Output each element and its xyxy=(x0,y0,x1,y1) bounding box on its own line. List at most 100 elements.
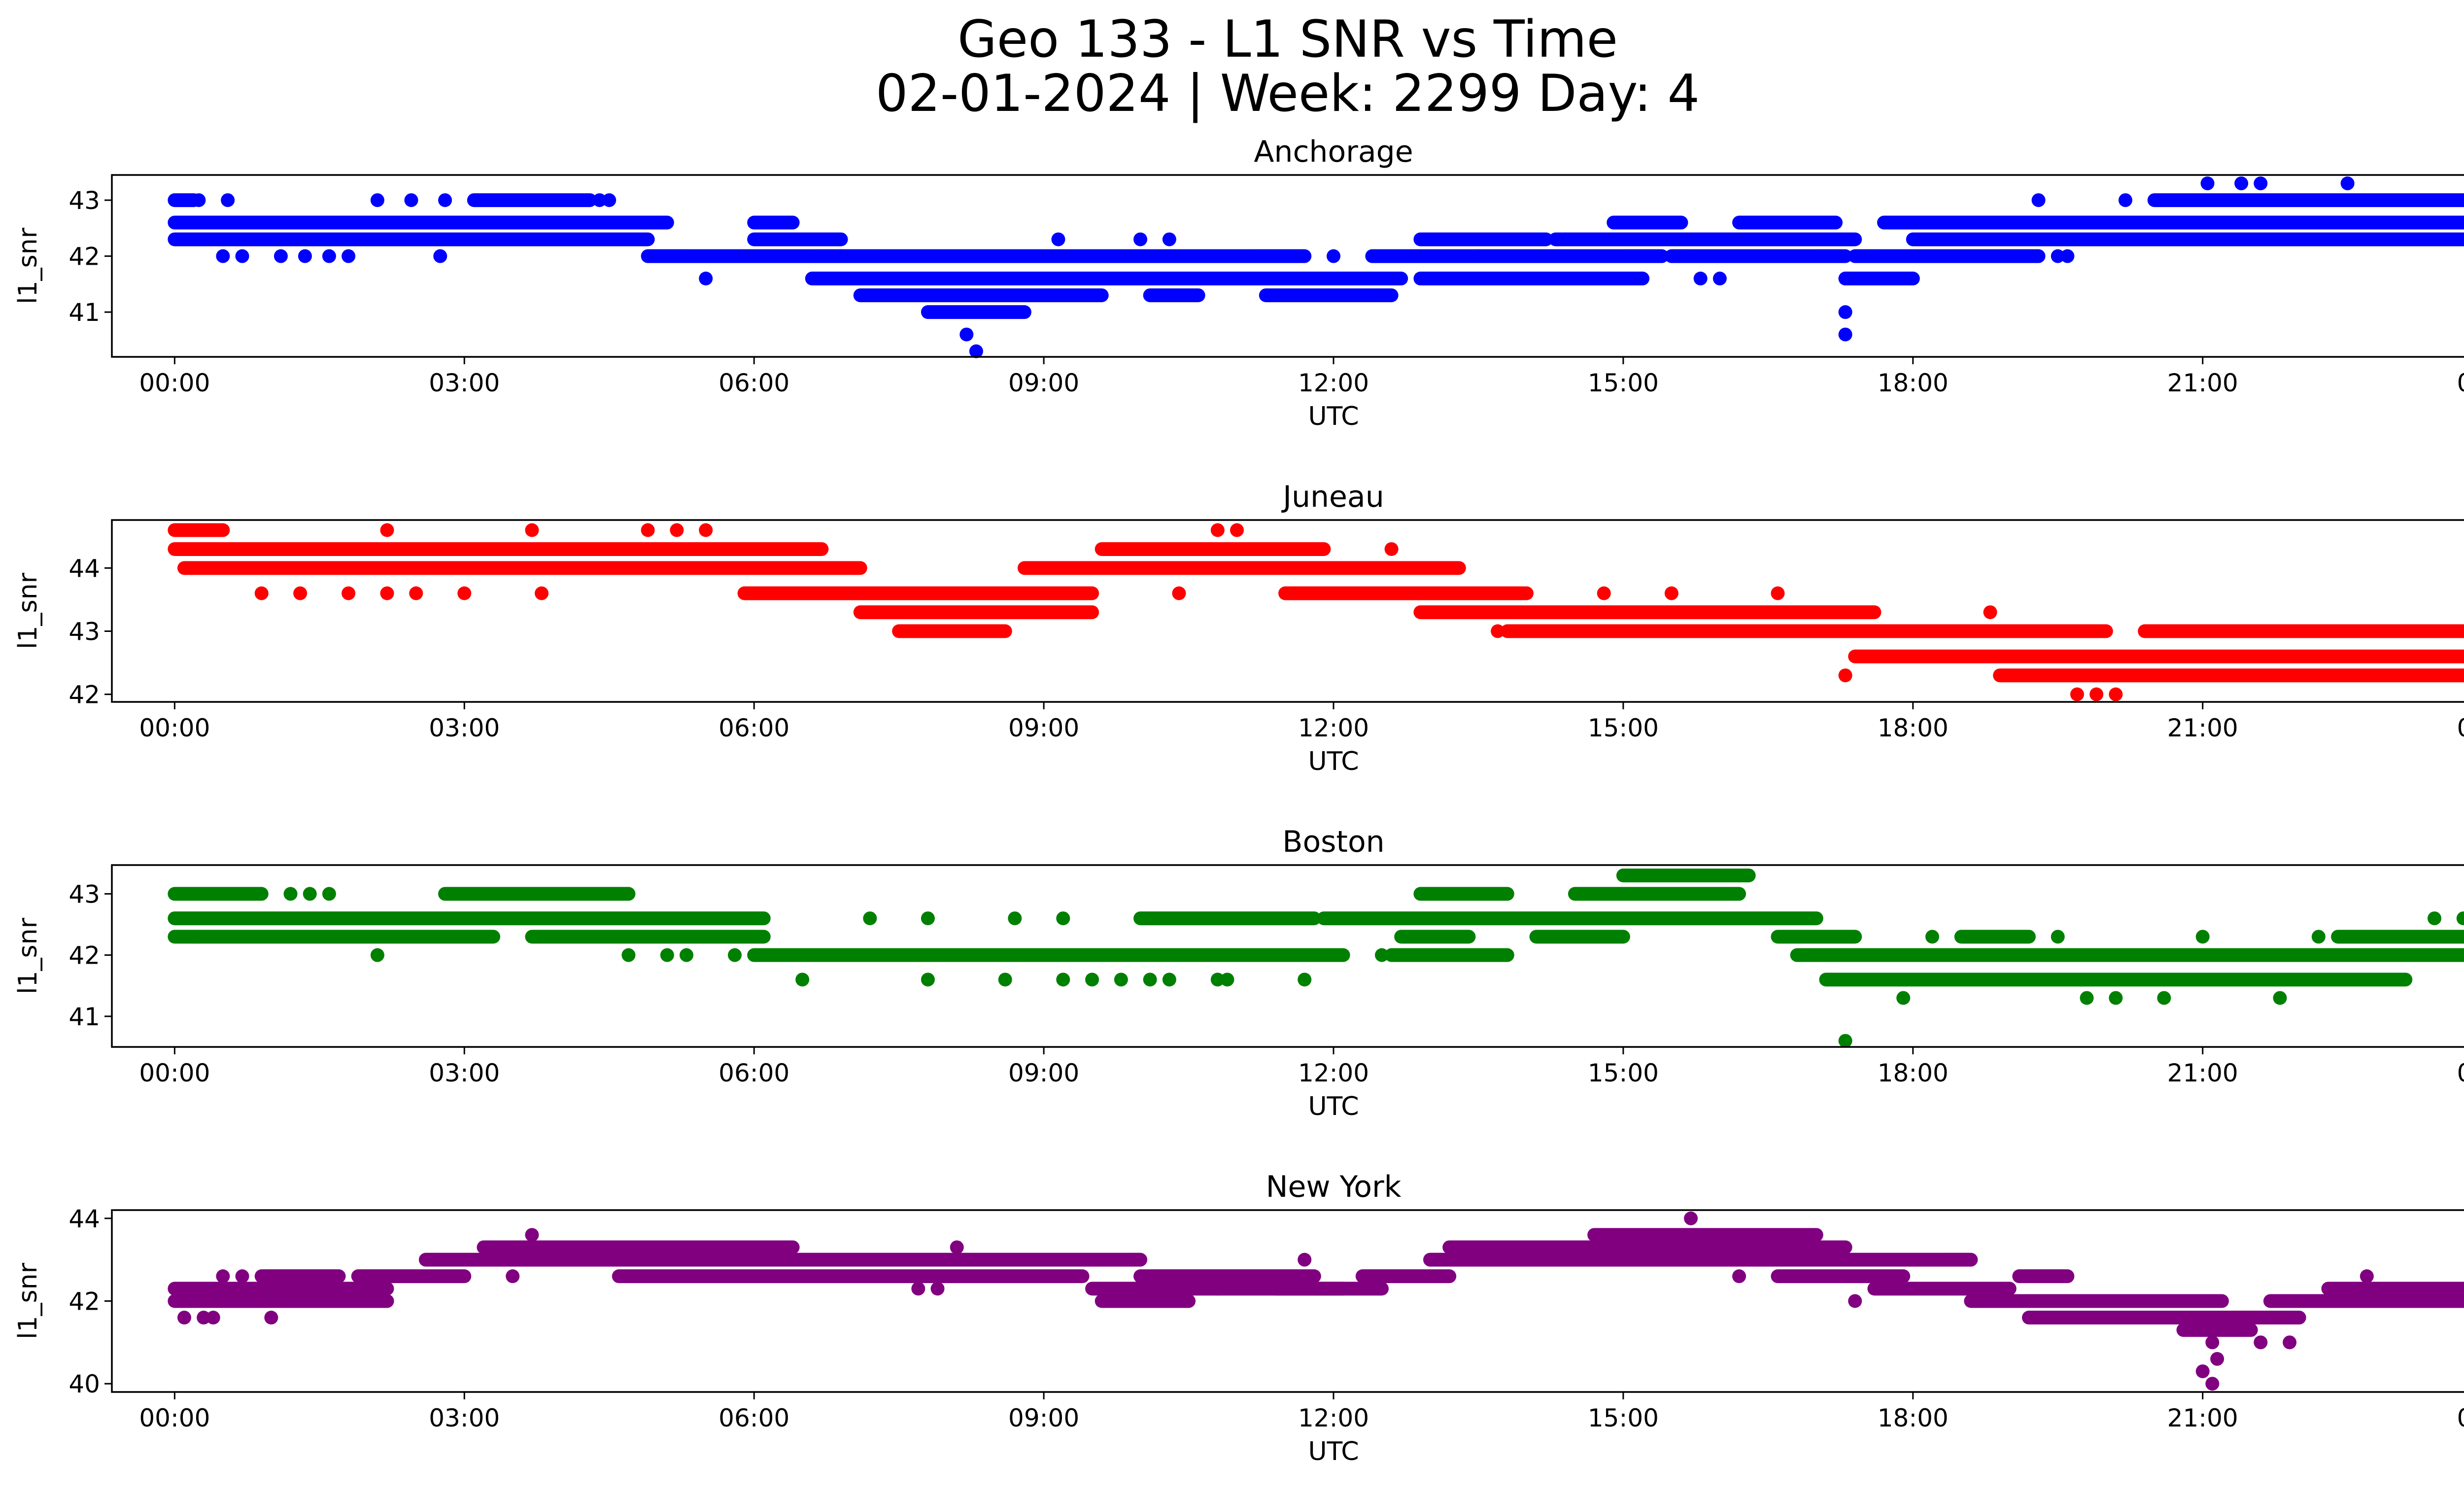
data-point xyxy=(2157,991,2171,1005)
x-axis-label: UTC xyxy=(1308,402,1359,431)
data-point xyxy=(221,193,235,208)
panel-boston: Boston 00:00 03:00 06:00 09:00 12:00 15:00 18:0… xyxy=(13,825,2464,1121)
data-band xyxy=(525,930,771,944)
data-point xyxy=(2051,930,2065,944)
data-point xyxy=(370,193,384,208)
data-point xyxy=(1210,1282,1225,1296)
y-axis-label: l1_snr xyxy=(13,917,43,994)
data-band xyxy=(2138,624,2464,638)
data-point xyxy=(2254,1335,2268,1350)
data-point xyxy=(525,523,539,537)
data-point xyxy=(177,1311,191,1325)
data-band xyxy=(1771,1269,1911,1284)
data-point xyxy=(206,1311,220,1325)
data-point xyxy=(525,1228,539,1242)
data-point xyxy=(2210,1352,2224,1366)
data-point xyxy=(699,523,713,537)
data-point xyxy=(192,193,206,208)
data-band xyxy=(1587,1228,1823,1242)
data-point xyxy=(1085,973,1099,987)
data-point xyxy=(342,586,356,600)
data-point xyxy=(216,1269,230,1284)
data-point xyxy=(2360,1269,2374,1284)
data-band xyxy=(1993,668,2464,683)
data-point xyxy=(592,193,607,208)
y-tick-label: 40 xyxy=(68,1370,100,1398)
data-point xyxy=(216,249,230,263)
data-point xyxy=(1384,542,1399,556)
data-band xyxy=(1413,272,1650,286)
data-point xyxy=(2089,687,2104,701)
data-band xyxy=(1413,605,1882,620)
data-point xyxy=(380,1294,394,1308)
data-point xyxy=(950,1240,964,1254)
data-point xyxy=(298,249,312,263)
data-point xyxy=(1210,523,1225,537)
data-point xyxy=(1114,973,1128,987)
data-point xyxy=(998,973,1012,987)
data-point xyxy=(930,1282,945,1296)
data-point xyxy=(2051,249,2065,263)
data-point xyxy=(235,249,249,263)
data-point xyxy=(2205,1377,2220,1391)
data-point xyxy=(2205,1335,2220,1350)
data-point xyxy=(1838,1034,1852,1048)
data-band xyxy=(177,561,867,575)
data-point xyxy=(921,911,935,926)
data-band xyxy=(1819,973,2413,987)
x-tick-label: 03:00 xyxy=(429,714,500,742)
data-point xyxy=(959,327,974,342)
x-tick-label: 00:00 xyxy=(2457,369,2464,397)
data-band xyxy=(1848,649,2464,663)
data-band xyxy=(168,523,230,537)
data-series xyxy=(168,523,2464,701)
data-band xyxy=(168,232,655,246)
subplot-title: New York xyxy=(1266,1170,1402,1204)
x-tick-label: 12:00 xyxy=(1298,369,1369,397)
data-point xyxy=(1838,327,1852,342)
data-band xyxy=(1278,586,1534,600)
data-point xyxy=(1558,232,1573,246)
panel-juneau: Juneau 00:00 03:00 06:00 09:00 12:00 15:00 18:0… xyxy=(13,480,2464,776)
data-point xyxy=(322,887,336,901)
data-point xyxy=(1114,1294,1128,1308)
data-point xyxy=(921,973,935,987)
data-point xyxy=(254,586,269,600)
data-point xyxy=(342,249,356,263)
data-point xyxy=(2070,687,2084,701)
data-point xyxy=(457,586,472,600)
data-band xyxy=(168,911,771,926)
data-point xyxy=(1051,232,1065,246)
y-tick-label: 42 xyxy=(68,681,100,709)
x-tick-label: 18:00 xyxy=(1878,369,1949,397)
data-band xyxy=(1133,911,1321,926)
y-tick-label: 44 xyxy=(68,1205,100,1233)
data-point xyxy=(2254,176,2268,191)
data-band xyxy=(1500,624,2113,638)
data-point xyxy=(641,523,655,537)
data-band xyxy=(737,586,1099,600)
x-tick-label: 00:00 xyxy=(2457,714,2464,742)
data-point xyxy=(2428,911,2442,926)
data-point xyxy=(2195,930,2210,944)
data-point xyxy=(1732,1269,1746,1284)
panel-anchorage: Anchorage 00:00 03:00 06:00 09:00 12:00 15:00 1… xyxy=(13,135,2464,431)
data-band xyxy=(351,1269,472,1284)
data-point xyxy=(1597,586,1611,600)
data-band xyxy=(477,1240,800,1254)
data-point xyxy=(1848,1294,1862,1308)
axes-frame xyxy=(111,174,2464,358)
data-point xyxy=(1298,973,1312,987)
x-axis-label: UTC xyxy=(1308,747,1359,776)
data-band xyxy=(1906,232,2464,246)
data-band xyxy=(612,1269,1090,1284)
x-tick-label: 18:00 xyxy=(1878,714,1949,742)
data-band xyxy=(2021,1311,2306,1325)
data-band xyxy=(2331,930,2464,944)
x-tick-label: 00:00 xyxy=(139,714,210,742)
x-tick-label: 21:00 xyxy=(2167,1059,2238,1087)
data-band xyxy=(467,193,597,208)
data-point xyxy=(2109,991,2123,1005)
subplot-title: Boston xyxy=(1282,825,1384,859)
